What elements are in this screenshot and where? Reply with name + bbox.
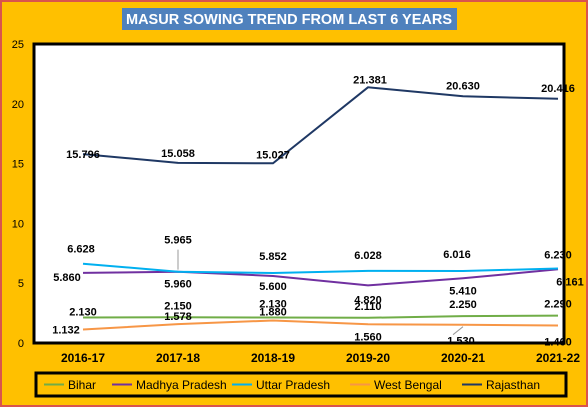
data-label: 1.460 xyxy=(544,337,572,349)
data-labels: 2.130 2.150 2.130 2.110 2.250 2.290 5.860 5.960… xyxy=(52,74,584,348)
y-tick-label: 25 xyxy=(12,39,24,51)
title-banner xyxy=(122,8,457,30)
data-label: 5.965 xyxy=(164,235,192,247)
data-label: 2.150 xyxy=(164,300,192,312)
series-lines xyxy=(82,86,559,331)
x-axis-ticks: 2016-17 2017-18 2018-19 2019-20 2020-21 2021-… xyxy=(61,351,580,365)
data-label: 1.880 xyxy=(259,307,287,319)
legend-label: West Bengal xyxy=(374,378,442,392)
series-line-rajasthan xyxy=(82,86,559,165)
data-label: 1.560 xyxy=(354,331,382,343)
series-line-madhya-pradesh xyxy=(82,268,559,287)
data-label: 5.860 xyxy=(53,272,81,284)
x-tick-label: 2017-18 xyxy=(156,351,200,365)
data-label: 2.130 xyxy=(259,299,287,311)
y-tick-label: 5 xyxy=(18,278,24,290)
y-axis-ticks: 0 5 10 15 20 25 xyxy=(12,39,24,350)
plot-area xyxy=(32,42,566,345)
data-label: 6.028 xyxy=(354,250,382,262)
x-tick-label: 2020-21 xyxy=(441,351,485,365)
legend-label: Uttar Pradesh xyxy=(256,378,330,392)
legend-label: Madhya Pradesh xyxy=(136,378,227,392)
leader-line xyxy=(452,326,464,336)
data-label: 6.016 xyxy=(443,249,471,261)
data-label: 5.410 xyxy=(449,285,477,297)
data-label: 6.628 xyxy=(67,244,95,256)
chart-title: MASUR SOWING TREND FROM LAST 6 YEARS xyxy=(126,12,452,28)
y-tick-label: 10 xyxy=(12,218,24,230)
series-line-west-bengal xyxy=(82,319,559,331)
data-label: 1.578 xyxy=(164,311,192,323)
legend: Bihar Madhya Pradesh Uttar Pradesh West Ben… xyxy=(44,378,540,392)
data-label: 1.132 xyxy=(52,324,80,336)
legend-label: Bihar xyxy=(68,378,96,392)
data-label: 1.530 xyxy=(447,336,475,348)
series-line-uttar-pradesh xyxy=(82,262,559,275)
data-label: 15.027 xyxy=(256,149,290,161)
data-label: 2.110 xyxy=(355,301,382,313)
data-label: 20.630 xyxy=(446,80,480,92)
data-label: 2.250 xyxy=(449,299,477,311)
data-label: 2.130 xyxy=(69,307,97,319)
series-line-bihar xyxy=(82,314,559,319)
data-label: 4.820 xyxy=(354,294,382,306)
data-label: 6.161 xyxy=(556,276,584,288)
data-label: 5.852 xyxy=(259,251,287,263)
data-label: 2.290 xyxy=(544,299,572,311)
legend-label: Rajasthan xyxy=(486,378,540,392)
legend-box xyxy=(34,371,568,398)
y-tick-label: 0 xyxy=(18,338,24,350)
y-tick-label: 20 xyxy=(12,99,24,111)
x-tick-label: 2021-22 xyxy=(536,351,580,365)
y-tick-label: 15 xyxy=(12,159,24,171)
data-label: 15.796 xyxy=(66,149,100,161)
data-label: 21.381 xyxy=(353,74,387,86)
data-label: 6.230 xyxy=(544,249,572,261)
x-tick-label: 2018-19 xyxy=(251,351,295,365)
x-tick-label: 2019-20 xyxy=(346,351,390,365)
data-label: 5.600 xyxy=(259,281,287,293)
data-label: 5.960 xyxy=(164,279,192,291)
x-tick-label: 2016-17 xyxy=(61,351,105,365)
data-label: 20.416 xyxy=(541,83,575,95)
data-label: 15.058 xyxy=(161,148,195,160)
